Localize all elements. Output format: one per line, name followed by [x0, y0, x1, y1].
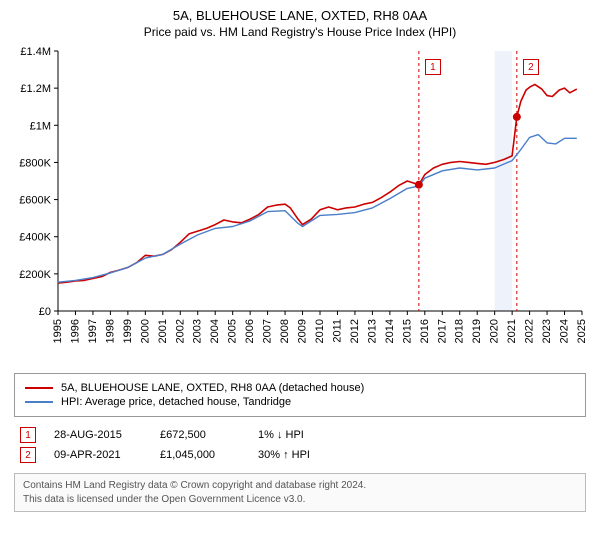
svg-text:2015: 2015: [401, 319, 413, 343]
transaction-row: 2 09-APR-2021 £1,045,000 30% ↑ HPI: [14, 445, 586, 465]
svg-text:2022: 2022: [524, 319, 536, 343]
svg-text:£200K: £200K: [19, 269, 51, 281]
svg-text:2021: 2021: [506, 319, 518, 343]
svg-text:£1.4M: £1.4M: [20, 46, 51, 58]
svg-text:1996: 1996: [69, 319, 81, 343]
legend-label: HPI: Average price, detached house, Tand…: [61, 396, 291, 408]
svg-text:2002: 2002: [174, 319, 186, 343]
svg-text:£400K: £400K: [19, 232, 51, 244]
transaction-date: 09-APR-2021: [54, 449, 142, 461]
transaction-row: 1 28-AUG-2015 £672,500 1% ↓ HPI: [14, 425, 586, 445]
svg-text:2024: 2024: [559, 319, 571, 343]
svg-text:2019: 2019: [471, 319, 483, 343]
svg-text:2016: 2016: [419, 319, 431, 343]
svg-text:2025: 2025: [576, 319, 586, 343]
svg-text:£800K: £800K: [19, 157, 51, 169]
transactions-table: 1 28-AUG-2015 £672,500 1% ↓ HPI 2 09-APR-2021…: [14, 425, 586, 465]
svg-text:2014: 2014: [384, 319, 396, 343]
chart-marker-label: 1: [425, 59, 441, 75]
svg-text:2003: 2003: [192, 319, 204, 343]
transaction-price: £672,500: [160, 429, 240, 441]
chart-marker-label: 2: [523, 59, 539, 75]
page-title: 5A, BLUEHOUSE LANE, OXTED, RH8 0AA: [14, 8, 586, 23]
svg-text:1995: 1995: [52, 319, 64, 343]
legend-item: 5A, BLUEHOUSE LANE, OXTED, RH8 0AA (deta…: [25, 382, 575, 394]
svg-text:£0: £0: [39, 306, 51, 318]
chart-area: £0 £200K £400K £600K £800K £1M £1.2M £1.4M 1995 1…: [14, 45, 586, 365]
svg-text:2005: 2005: [227, 319, 239, 343]
svg-text:2009: 2009: [297, 319, 309, 343]
svg-text:£600K: £600K: [19, 195, 51, 207]
svg-text:2020: 2020: [489, 319, 501, 343]
transaction-index: 1: [20, 427, 36, 443]
svg-text:£1M: £1M: [30, 120, 51, 132]
legend: 5A, BLUEHOUSE LANE, OXTED, RH8 0AA (deta…: [14, 373, 586, 417]
legend-item: HPI: Average price, detached house, Tand…: [25, 396, 575, 408]
svg-text:1997: 1997: [87, 319, 99, 343]
svg-text:2018: 2018: [454, 319, 466, 343]
footer-line-1: Contains HM Land Registry data © Crown c…: [23, 479, 577, 493]
svg-text:2013: 2013: [366, 319, 378, 343]
svg-text:2000: 2000: [139, 319, 151, 343]
page-subtitle: Price paid vs. HM Land Registry's House …: [14, 25, 586, 39]
svg-text:2023: 2023: [541, 319, 553, 343]
legend-swatch: [25, 401, 53, 403]
transaction-index: 2: [20, 447, 36, 463]
svg-text:2008: 2008: [279, 319, 291, 343]
footer-line-2: This data is licensed under the Open Gov…: [23, 493, 577, 507]
svg-text:2011: 2011: [331, 319, 343, 343]
attribution-footer: Contains HM Land Registry data © Crown c…: [14, 473, 586, 512]
svg-text:2006: 2006: [244, 319, 256, 343]
svg-text:2007: 2007: [262, 319, 274, 343]
transaction-delta: 30% ↑ HPI: [258, 449, 348, 461]
transaction-date: 28-AUG-2015: [54, 429, 142, 441]
legend-label: 5A, BLUEHOUSE LANE, OXTED, RH8 0AA (deta…: [61, 382, 364, 394]
svg-text:1999: 1999: [122, 319, 134, 343]
price-chart: £0 £200K £400K £600K £800K £1M £1.2M £1.4M 1995 1…: [14, 45, 586, 365]
svg-text:2004: 2004: [209, 319, 221, 343]
svg-text:2017: 2017: [436, 319, 448, 343]
legend-swatch: [25, 387, 53, 389]
svg-text:2010: 2010: [314, 319, 326, 343]
svg-text:2012: 2012: [349, 319, 361, 343]
transaction-price: £1,045,000: [160, 449, 240, 461]
svg-text:1998: 1998: [104, 319, 116, 343]
svg-text:£1.2M: £1.2M: [20, 83, 51, 95]
svg-text:2001: 2001: [157, 319, 169, 343]
transaction-delta: 1% ↓ HPI: [258, 429, 348, 441]
